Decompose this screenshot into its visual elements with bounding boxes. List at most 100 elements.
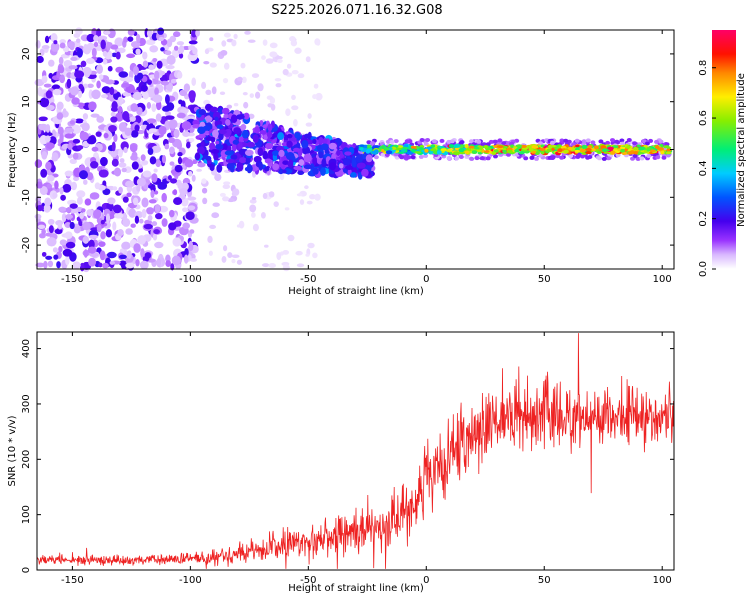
heatmap-cell <box>243 137 249 142</box>
heatmap-cell <box>122 196 129 203</box>
heatmap-cell <box>64 127 75 133</box>
heatmap-cell <box>219 192 226 197</box>
heatmap-cell <box>404 139 410 144</box>
heatmap-cell <box>110 111 116 117</box>
heatmap-cell <box>635 156 641 161</box>
heatmap-cell <box>393 139 399 144</box>
heatmap-cell <box>82 66 92 77</box>
x-tick-label: -50 <box>300 274 316 285</box>
heatmap-cell <box>226 145 232 152</box>
y-tick-label: 400 <box>21 339 32 358</box>
heatmap-cell <box>350 172 357 178</box>
heatmap-cell <box>454 156 460 161</box>
heatmap-cell <box>188 137 195 143</box>
heatmap-cell <box>69 203 78 209</box>
heatmap-cell <box>212 129 219 138</box>
heatmap-cell <box>479 156 485 161</box>
heatmap-cell <box>123 146 128 154</box>
heatmap-cell <box>102 180 107 187</box>
heatmap-cell <box>62 248 73 257</box>
heatmap-cell <box>136 184 141 192</box>
heatmap-cell <box>245 157 251 164</box>
heatmap-cell <box>113 167 122 177</box>
heatmap-cell <box>214 116 219 122</box>
heatmap-cell <box>231 258 236 264</box>
heatmap-cell <box>419 138 425 142</box>
heatmap-cell <box>37 224 46 230</box>
heatmap-cell <box>177 71 183 79</box>
heatmap-cell <box>646 147 651 152</box>
heatmap-cell <box>247 39 256 43</box>
heatmap-cell <box>598 139 604 144</box>
heatmap-cell <box>568 146 573 151</box>
heatmap-cell <box>266 95 274 100</box>
heatmap-cell <box>80 60 87 68</box>
heatmap-cell <box>188 90 196 100</box>
heatmap-cell <box>264 166 270 172</box>
heatmap-cell <box>315 39 321 46</box>
heatmap-cell <box>430 144 436 148</box>
heatmap-cell <box>638 146 646 151</box>
heatmap-cell <box>41 75 48 84</box>
colorbar-gradient <box>712 30 736 269</box>
heatmap-cell <box>62 183 72 193</box>
heatmap-cell <box>79 262 85 272</box>
heatmap-cell <box>227 252 233 259</box>
heatmap-cell <box>563 149 569 154</box>
heatmap-cell <box>176 41 185 46</box>
colorbar-tick-label: 0.4 <box>698 160 709 176</box>
heatmap-cell <box>45 104 55 111</box>
heatmap-cell <box>153 168 158 173</box>
heatmap-cell <box>301 139 309 149</box>
heatmap-cell <box>318 151 324 159</box>
heatmap-cell <box>34 159 43 168</box>
heatmap-cell <box>94 182 101 190</box>
heatmap-cell <box>98 241 106 248</box>
heatmap-cell <box>149 156 157 165</box>
y-tick-label: 200 <box>21 450 32 469</box>
heatmap-cell <box>321 158 327 168</box>
heatmap-cell <box>506 152 511 157</box>
heatmap-cell <box>204 48 210 55</box>
heatmap-cell <box>523 156 529 161</box>
snr-y-ticks: 0 100 200 300 400 <box>21 339 674 573</box>
heatmap-cell <box>221 143 228 151</box>
heatmap-cell <box>665 151 672 155</box>
heatmap-cell <box>102 58 108 65</box>
heatmap-cell <box>43 204 51 213</box>
heatmap-cell <box>128 208 137 218</box>
heatmap-cell <box>139 260 149 270</box>
heatmap-cell <box>497 138 503 143</box>
heatmap-cell <box>93 41 99 47</box>
x-tick-label: -150 <box>61 274 84 285</box>
heatmap-cell <box>164 94 170 105</box>
heatmap-cell <box>114 212 124 219</box>
heatmap-cell <box>132 65 140 76</box>
heatmap-cell <box>223 245 228 252</box>
heatmap-cell <box>221 107 230 115</box>
heatmap-cell <box>64 170 73 177</box>
heatmap-cell <box>514 148 520 153</box>
heatmap-cell <box>134 124 140 132</box>
heatmap-cell <box>287 159 294 168</box>
heatmap-cell <box>192 124 201 129</box>
heatmap-cell <box>580 148 586 153</box>
heatmap-cell <box>632 141 638 146</box>
heatmap-cell <box>365 154 373 163</box>
heatmap-cell <box>237 76 243 82</box>
heatmap-cell <box>293 165 303 171</box>
heatmap-cell <box>71 124 81 134</box>
heatmap-cell <box>262 39 268 46</box>
heatmap-cell <box>129 115 136 122</box>
heatmap-cell <box>103 132 109 139</box>
heatmap-cell <box>155 212 163 220</box>
heatmap-cell <box>226 104 233 109</box>
heatmap-cell <box>601 148 608 152</box>
heatmap-cell <box>165 65 175 70</box>
heatmap-cell <box>135 48 141 56</box>
heatmap-cell <box>151 103 157 112</box>
heatmap-cell <box>232 188 240 196</box>
heatmap-cell <box>223 62 230 70</box>
heatmap-cell <box>52 88 62 96</box>
heatmap-cell <box>155 113 162 122</box>
